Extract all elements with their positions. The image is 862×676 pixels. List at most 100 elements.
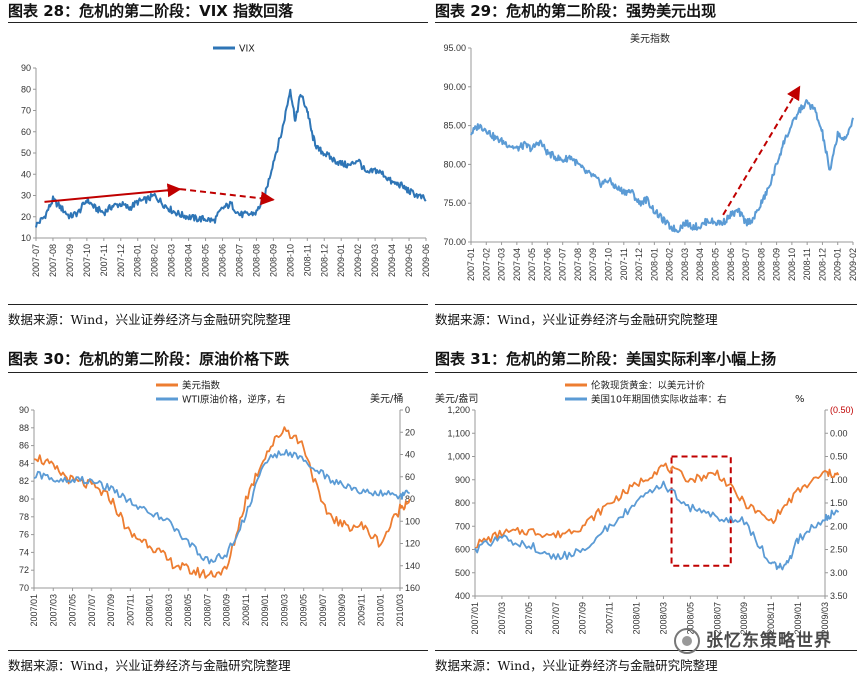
y-right-tick-label: (0.50) [830,405,854,415]
legend-label: VIX [239,44,255,55]
y-right-tick-label: 140 [405,561,420,571]
x-tick-label: 2008-02 [150,244,160,277]
y-tick-label: 88 [19,423,29,433]
legend-label: 美元指数 [630,32,670,45]
y-tick-label: 80 [19,494,29,504]
panel-oil: 图表 30：危机的第二阶段：原油价格下跌 70 72 74 76 78 80 82 84 86 8… [8,348,433,676]
x-tick-label: 2007/09 [106,594,116,627]
x-tick-label: 2008/03 [658,602,668,635]
x-tick-label: 2007-08 [48,244,58,277]
y-right-tick-label: 20 [405,427,415,437]
y-tick-label: 10 [21,233,31,243]
y-tick-label: 1,100 [447,428,470,438]
panel-vix: 图表 28：危机的第二阶段：VIX 指数回落 10 20 30 40 50 60 70 80 9… [8,0,433,340]
x-tick-label: 2007/01 [29,594,39,627]
x-tick-label: 2007/05 [68,594,78,627]
x-tick-label: 2008-02 [665,248,675,281]
panel-gold-real-rate: 图表 31：危机的第二阶段：美国实际利率小幅上扬 400 500 600 700 800… [435,348,860,676]
x-tick-label: 2007-07 [558,248,568,281]
y-right-unit-label: 美元/桶 [370,392,403,405]
source-rule [8,650,428,651]
x-tick-label: 2008/07 [202,594,212,627]
x-tick-label: 2007/11 [605,602,615,634]
x-tick-label: 2007-06 [542,248,552,281]
x-tick-label: 2009/11 [356,594,366,626]
x-tick-label: 2007/11 [125,594,135,626]
x-tick-label: 2008-11 [802,248,812,280]
panel-usd-index: 图表 29：危机的第二阶段：强势美元出现 70.00 75.00 80.00 85.0… [435,0,860,340]
x-tick-label: 2007/01 [470,602,480,635]
x-tick-label: 2008-04 [695,248,705,281]
y-tick-label: 500 [455,568,470,578]
x-tick-label: 2008-09 [772,248,782,281]
source-note: 数据来源：Wind，兴业证券经济与金融研究院整理 [435,658,718,673]
x-tick-label: 2008/11 [766,602,776,634]
watermark: 张忆东策略世界 [674,626,832,654]
y-tick-label: 1,000 [447,452,470,462]
series-line [33,426,411,579]
x-tick-label: 2007-08 [573,248,583,281]
y-tick-label: 70 [19,583,29,593]
y-right-tick-label: 3.50 [830,591,848,601]
chart-area: 70 72 74 76 78 80 82 84 86 88 90 0 20 40 60 80 100 120 140… [8,376,433,648]
source-rule [435,650,857,651]
wechat-logo-icon [674,628,700,654]
chart-title: 图表 30：危机的第二阶段：原油价格下跌 [8,350,290,368]
y-right-tick-label: 3.00 [830,568,848,578]
legend-label: 美国10年期国债实际收益率：右 [591,394,727,406]
y-tick-label: 1,200 [447,405,470,415]
x-tick-label: 2009-01 [833,248,843,281]
y-right-tick-label: 0.50 [830,452,848,462]
y-tick-label: 50 [21,148,31,158]
y-tick-label: 700 [455,521,470,531]
y-tick-label: 72 [19,565,29,575]
x-tick-label: 2008-06 [726,248,736,281]
x-tick-label: 2008-07 [741,248,751,281]
x-tick-label: 2008-05 [710,248,720,281]
x-tick-label: 2008-10 [787,248,797,281]
x-tick-label: 2008/09 [739,602,749,635]
y-tick-label: 85.00 [443,121,466,131]
y-right-tick-label: 1.00 [830,475,848,485]
x-tick-label: 2009/03 [279,594,289,627]
x-tick-label: 2008/11 [241,594,251,626]
source-rule [8,304,428,305]
x-tick-label: 2007-03 [497,248,507,281]
trend-arrow [180,188,275,206]
x-tick-label: 2007-04 [512,248,522,281]
x-tick-label: 2007/09 [578,602,588,635]
x-tick-label: 2010/01 [376,594,386,627]
chart-area: 10 20 30 40 50 60 70 80 90 2007-07 2007-08 2007-09 2… [8,28,433,300]
x-tick-label: 2008-04 [184,244,194,277]
x-tick-label: 2008-12 [319,244,329,277]
y-right-tick-label: 120 [405,539,420,549]
y-right-tick-label: 0 [405,405,410,415]
x-tick-label: 2008-08 [251,244,261,277]
series-line [474,480,840,571]
x-tick-label: 2009-02 [353,244,363,277]
x-tick-label: 2008-03 [680,248,690,281]
y-tick-label: 20 [21,212,31,222]
x-tick-label: 2009/01 [260,594,270,627]
x-tick-label: 2007-02 [481,248,491,281]
y-tick-label: 800 [455,498,470,508]
x-tick-label: 2008-06 [218,244,228,277]
y-right-tick-label: 2.50 [830,545,848,555]
y-tick-label: 90 [19,405,29,415]
x-tick-label: 2007-12 [634,248,644,281]
x-tick-label: 2008-01 [649,248,659,281]
source-rule [435,304,857,305]
chart-area: 400 500 600 700 800 900 1,000 1,100 1,200 (0.50) 0… [435,376,860,648]
y-tick-label: 70 [21,106,31,116]
source-note: 数据来源：Wind，兴业证券经济与金融研究院整理 [435,312,718,327]
y-tick-label: 70.00 [443,237,466,247]
y-right-tick-label: 60 [405,472,415,482]
y-right-tick-label: 80 [405,494,415,504]
y-right-unit-label: % [795,394,805,405]
y-right-tick-label: 160 [405,583,420,593]
x-tick-label: 2009/03 [820,602,830,635]
title-rule [8,372,428,373]
y-right-tick-label: 40 [405,450,415,460]
x-tick-label: 2008-01 [133,244,143,277]
x-tick-label: 2008/09 [222,594,232,627]
